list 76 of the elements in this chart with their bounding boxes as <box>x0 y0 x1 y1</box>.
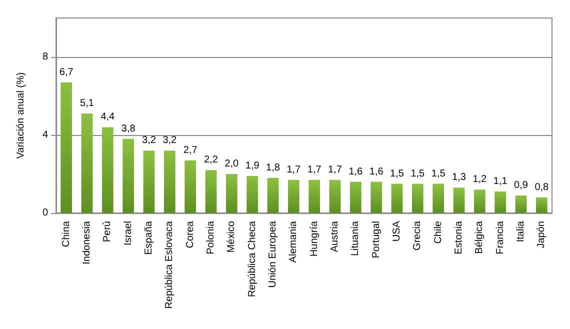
bar <box>143 150 155 213</box>
x-tick-label: USA <box>392 220 402 242</box>
bar <box>536 197 548 213</box>
bar <box>370 182 382 213</box>
data-label: 0,9 <box>514 180 528 191</box>
y-tick-label: 8 <box>42 52 48 62</box>
bar <box>267 178 279 213</box>
bar <box>391 184 403 213</box>
bar <box>515 195 527 213</box>
x-tick-label: Portugal <box>370 221 382 258</box>
bar <box>81 114 93 213</box>
bar <box>122 138 134 213</box>
bar <box>102 127 114 213</box>
bar <box>60 82 72 213</box>
y-tick-label: 0 <box>42 208 48 218</box>
x-tick-label: Indonesia <box>82 220 92 264</box>
data-label: 1,7 <box>328 164 342 176</box>
bar <box>164 150 176 213</box>
x-tick-label: Austria <box>330 220 340 252</box>
data-label: 3,2 <box>142 135 156 146</box>
bar <box>453 188 465 213</box>
data-label: 4,4 <box>100 112 116 123</box>
data-label: 1,6 <box>348 166 364 178</box>
bar <box>432 184 444 213</box>
data-label: 0,8 <box>534 182 550 193</box>
x-tick-label: Bélgica <box>474 220 486 254</box>
data-label: 2,0 <box>224 158 240 170</box>
data-label: 1,6 <box>369 166 384 178</box>
data-label: 1,5 <box>431 168 446 180</box>
x-tick-label: España <box>144 220 154 255</box>
data-label: 2,2 <box>204 154 218 166</box>
x-tick-label: Israel <box>122 221 134 246</box>
bar <box>246 176 258 213</box>
data-label: 3,8 <box>121 123 136 134</box>
data-label: 6,7 <box>59 66 74 78</box>
bar <box>205 170 217 213</box>
x-tick-label: Grecia <box>412 220 424 250</box>
x-tick-label: Chile <box>432 220 444 244</box>
bar <box>308 180 320 213</box>
data-label: 1,8 <box>266 162 280 174</box>
data-label: 1,1 <box>493 176 508 188</box>
bar <box>226 174 238 213</box>
x-tick-label: China <box>60 220 72 248</box>
bar <box>494 192 506 213</box>
data-label: 1,7 <box>286 164 302 176</box>
x-tick-label: Polonia <box>206 220 216 254</box>
data-label: 1,3 <box>452 172 466 184</box>
x-tick-label: República Eslovaca <box>164 220 176 309</box>
bar <box>350 182 362 213</box>
x-tick-label: Francia <box>494 220 506 254</box>
data-label: 1,5 <box>390 168 404 180</box>
data-label: 3,2 <box>162 135 178 146</box>
data-label: 1,5 <box>410 168 426 180</box>
x-tick-label: Estonia <box>454 220 464 254</box>
x-tick-label: Lituania <box>350 220 362 256</box>
bar <box>412 184 424 213</box>
bar <box>288 180 300 213</box>
bar <box>184 160 196 213</box>
data-label: 1,2 <box>472 174 488 186</box>
data-label: 1,9 <box>245 160 260 172</box>
x-tick-label: Japón <box>536 221 548 248</box>
data-label: 2,7 <box>183 144 198 156</box>
x-tick-label: Alemania <box>288 220 300 263</box>
x-tick-label: Unión Europea <box>268 220 278 288</box>
y-tick-label: 4 <box>42 130 48 140</box>
x-tick-label: República Checa <box>246 220 258 298</box>
y-axis-title: Variación anual (%) <box>16 72 26 159</box>
data-label: 1,7 <box>307 164 322 176</box>
bar <box>474 190 486 213</box>
x-tick-label: Italia <box>516 220 526 242</box>
data-label: 5,1 <box>80 98 94 110</box>
x-tick-label: México <box>226 220 238 253</box>
bar <box>329 180 341 213</box>
x-tick-label: Perú <box>102 221 114 242</box>
x-tick-label: Corea <box>184 220 196 248</box>
x-tick-label: Hungría <box>308 220 320 257</box>
